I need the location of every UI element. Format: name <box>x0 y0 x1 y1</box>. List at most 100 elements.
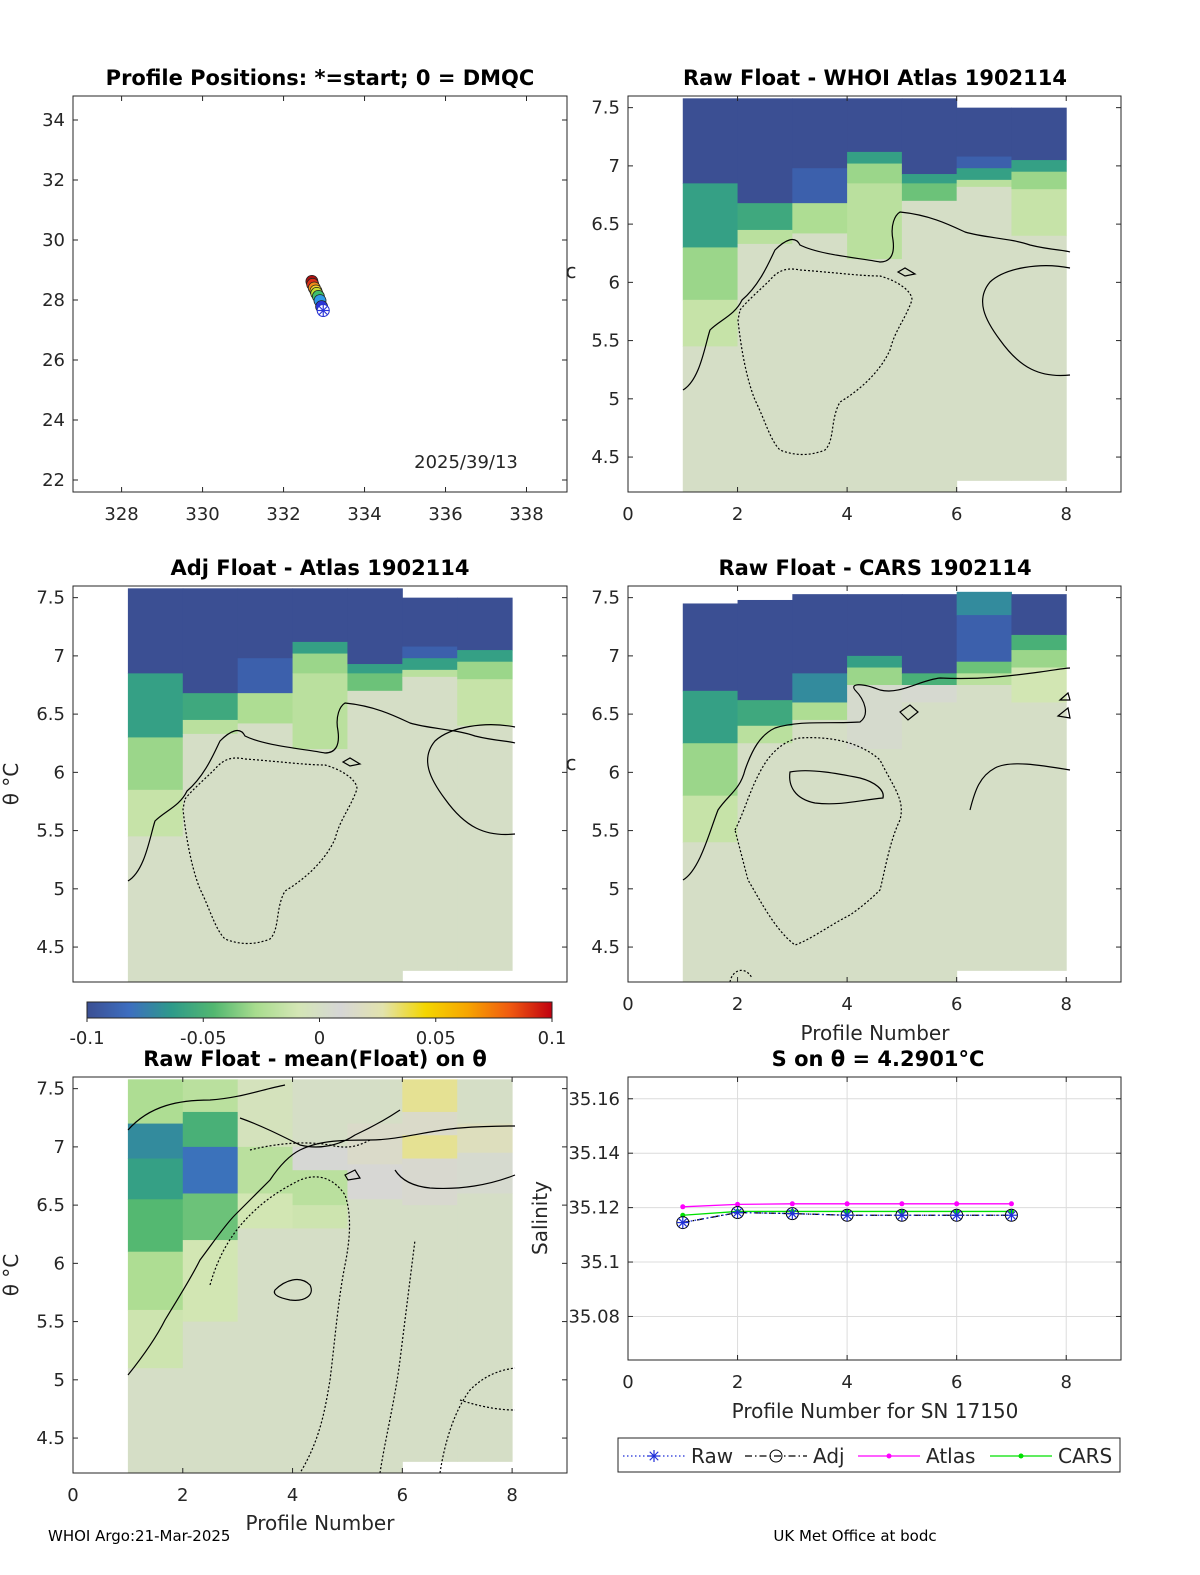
x-tick-label: 6 <box>397 1485 408 1506</box>
heatmap-cell <box>847 594 903 657</box>
heatmap-cell <box>347 673 403 692</box>
y-tick-label: 5.5 <box>36 1312 65 1333</box>
x-axis-label: Profile Number <box>246 1511 396 1535</box>
heatmap-cell <box>347 1079 403 1125</box>
y-axis-label: θ °C <box>0 763 23 806</box>
heatmap-cell <box>127 1158 184 1200</box>
colorbar-tick-label: 0.05 <box>416 1028 456 1049</box>
colorbar-gradient <box>86 1001 553 1019</box>
heatmap-cell <box>127 1079 184 1125</box>
heatmap-cell <box>737 98 793 204</box>
heatmap-cell <box>956 186 1012 481</box>
heatmap-cell <box>292 1146 348 1171</box>
heatmap-cell <box>127 836 184 982</box>
x-tick-label: 6 <box>951 1372 962 1393</box>
data-point-raw <box>895 1209 908 1222</box>
heatmap-cell <box>737 229 793 245</box>
heatmap-cell <box>292 1205 348 1229</box>
heatmap-cell <box>682 247 739 301</box>
heatmap-cell <box>237 693 294 724</box>
x-tick-label: 2 <box>732 1372 743 1393</box>
x-tick-label: 330 <box>185 504 219 525</box>
heatmap-cell <box>292 641 348 655</box>
y-tick-label: 7.5 <box>36 588 65 609</box>
heatmap-cell <box>1011 650 1067 669</box>
heatmap-cell <box>182 1146 239 1194</box>
legend-item-atlas: Atlas <box>858 1444 975 1468</box>
panel-title: Raw Float - CARS 1902114 <box>718 556 1031 580</box>
panel-raw-minus-mean: Raw Float - mean(Float) on θ 0 2 4 6 8 4.5 5 5.… <box>0 1047 568 1535</box>
heatmap-cell <box>347 690 403 982</box>
x-axis-label: Profile Number for SN 17150 <box>732 1399 1019 1423</box>
axis-ticks: 4.5 5 5.5 6 6.5 7 7.5 <box>36 588 567 958</box>
heatmap-cell <box>182 1321 239 1473</box>
axes-frame <box>72 95 568 493</box>
panel-salinity-on-theta: S on θ = 4.2901°C 0 2 4 6 8 35.08 35.1 35.12 35.… <box>528 1047 1122 1473</box>
heatmap-cell <box>347 1199 403 1473</box>
panel-raw-vs-atlas: Raw Float - WHOI Atlas 1902114 0 2 4 6 8 4.5 5… <box>566 66 1122 525</box>
heatmap-cell <box>237 1079 294 1148</box>
y-tick-label: 5 <box>54 879 65 900</box>
heatmap-cell <box>737 243 793 492</box>
panel-adj-vs-atlas: Adj Float - Atlas 1902114 4.5 5 5.5 6 6.5 7 7.… <box>0 556 568 983</box>
footer-right: UK Met Office at bodc <box>773 1527 936 1545</box>
y-tick-label: 32 <box>42 170 65 191</box>
heatmap-cell <box>792 702 848 721</box>
data-point-atlas <box>899 1201 905 1207</box>
heatmap-cell <box>457 661 513 680</box>
heatmap-cell <box>792 673 848 703</box>
heatmap-cell <box>1011 634 1067 651</box>
legend-label: Adj <box>813 1444 845 1468</box>
x-tick-label: 332 <box>266 504 300 525</box>
heatmap-cell <box>1011 702 1067 971</box>
heatmap-cells <box>127 588 513 982</box>
heatmap-cell <box>127 1309 184 1369</box>
start-marker <box>316 304 330 317</box>
y-tick-label: 5 <box>609 389 620 410</box>
y-axis-label: Salinity <box>528 1181 552 1255</box>
heatmap-cell <box>682 346 739 492</box>
data-point-raw <box>731 1206 744 1219</box>
legend-label: Raw <box>691 1444 733 1468</box>
heatmap-cell <box>347 664 403 674</box>
heatmap-cell <box>682 98 739 184</box>
heatmap-cell <box>347 1123 403 1165</box>
x-tick-label: 4 <box>287 1485 298 1506</box>
y-tick-label: 30 <box>42 230 65 251</box>
contours <box>682 211 1071 456</box>
heatmap-cell <box>792 168 848 204</box>
y-tick-label: 6 <box>609 272 620 293</box>
heatmap-cell <box>901 98 958 175</box>
heatmap-cell <box>402 1135 458 1160</box>
heatmap-cell <box>901 174 958 184</box>
y-tick-label: 7 <box>54 1137 65 1158</box>
y-tick-label: 6 <box>54 762 65 783</box>
heatmap-cell <box>182 1111 239 1148</box>
data-point-atlas <box>735 1201 741 1207</box>
heatmap-cell <box>956 168 1012 181</box>
heatmap-cell <box>737 700 793 727</box>
axes-frame <box>72 585 568 983</box>
heatmap-cell <box>682 743 739 797</box>
ylabel-fragment: c <box>566 751 577 775</box>
heatmap-cell <box>237 658 294 694</box>
y-tick-label: 7.5 <box>36 1079 65 1100</box>
heatmap-cell <box>847 685 903 750</box>
y-tick-label: 7.5 <box>591 98 620 119</box>
colorbar-ticks: -0.1 -0.05 0 0.05 0.1 <box>69 1018 566 1049</box>
legend-label: CARS <box>1058 1444 1112 1468</box>
heatmap-cell <box>737 599 793 701</box>
heatmap-cell <box>1011 235 1067 481</box>
y-tick-label: 7.5 <box>591 588 620 609</box>
y-tick-label: 7 <box>54 646 65 667</box>
panel-raw-vs-cars: Raw Float - CARS 1902114 0 2 4 6 8 4.5 5 5.5 6 6.… <box>566 556 1122 1045</box>
x-tick-label: 8 <box>506 1485 517 1506</box>
heatmap-cell <box>847 259 903 492</box>
x-tick-label: 0 <box>67 1485 78 1506</box>
axis-ticks: 328 330 332 334 336 338 22 24 26 28 30 32 34 <box>42 96 567 525</box>
x-tick-label: 8 <box>1060 504 1071 525</box>
y-tick-label: 34 <box>42 110 65 131</box>
heatmap-cell <box>182 693 239 721</box>
heatmap-cell <box>682 299 739 347</box>
